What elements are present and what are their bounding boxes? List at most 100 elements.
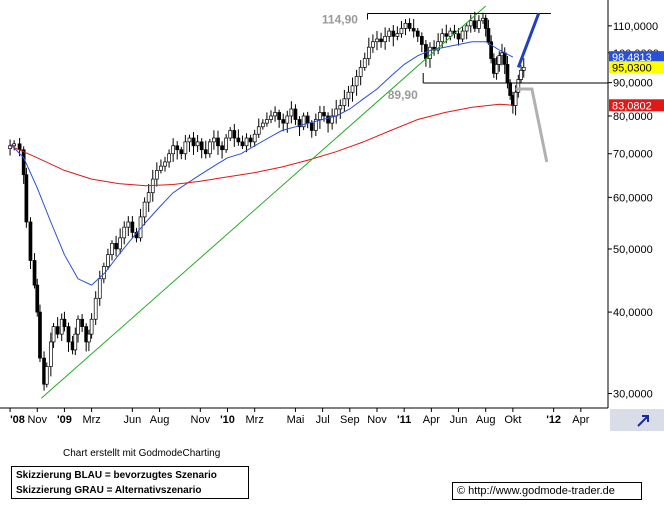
x-tick-label: Nov: [27, 414, 47, 426]
candle-body: [224, 137, 228, 151]
candle-body: [106, 254, 110, 267]
source-link[interactable]: © http://www.godmode-trader.de: [452, 482, 642, 500]
x-tick-label: '08: [10, 414, 25, 426]
x-tick-label: Mrz: [82, 414, 100, 426]
candle-body: [502, 52, 507, 65]
x-tick-label: '10: [220, 414, 235, 426]
candle-body: [301, 115, 306, 128]
candle-body: [419, 35, 424, 45]
y-tick-label: 30,0000: [613, 388, 653, 400]
candle-body: [358, 66, 363, 77]
candle-body: [21, 149, 26, 176]
x-tick-label: '12: [546, 414, 561, 426]
candle-body: [289, 108, 294, 117]
candle-body: [330, 115, 334, 124]
annotation-support: 89,90: [388, 88, 418, 102]
candle-body: [395, 33, 400, 37]
candle-body: [142, 201, 147, 218]
x-tick-label: Apr: [423, 414, 440, 426]
candle-body: [494, 64, 499, 74]
x-tick-label: Jun: [124, 414, 142, 426]
candle-body: [167, 153, 171, 163]
candle-body: [195, 141, 200, 147]
candle-body: [428, 46, 432, 59]
candle-body: [154, 170, 159, 180]
candle-body: [399, 28, 404, 35]
candle-body: [163, 161, 167, 167]
candle-body: [411, 28, 416, 32]
candle-body: [32, 260, 37, 286]
candle-body: [497, 55, 502, 65]
candle-body: [240, 141, 245, 147]
x-tick-label: Nov: [367, 414, 387, 426]
source-url[interactable]: http://www.godmode-trader.de: [468, 485, 615, 497]
candle-body: [179, 149, 184, 155]
candle-body: [110, 242, 114, 256]
scenario-blue-line: [516, 12, 541, 68]
x-tick-label: '09: [57, 414, 72, 426]
candle-body: [51, 326, 56, 343]
candle-body: [297, 119, 302, 128]
candle-body: [293, 108, 298, 120]
candle-body: [8, 145, 12, 149]
x-tick-label: '11: [397, 414, 411, 426]
candle-body: [97, 278, 102, 299]
x-tick-label: Jul: [316, 414, 330, 426]
candle-body: [342, 98, 347, 106]
candle-body: [460, 30, 465, 40]
candle-body: [354, 76, 359, 87]
candle-body: [489, 41, 493, 59]
candle-body: [76, 318, 80, 335]
legend-blue: Skizzierung BLAU = bevorzugtes Szenario: [16, 470, 217, 481]
candle-body: [472, 20, 477, 29]
candle-body: [305, 115, 310, 124]
candle-body: [277, 112, 281, 120]
candle-body: [440, 33, 445, 43]
candle-body: [350, 85, 355, 93]
candle-body: [326, 115, 330, 124]
y-tick-label: 70,0000: [613, 149, 653, 161]
candle-body: [66, 326, 71, 343]
candle-body: [464, 25, 469, 32]
candle-body: [516, 79, 521, 93]
candle-body: [313, 119, 318, 131]
price-tag: [609, 61, 664, 74]
candle-body: [456, 33, 461, 40]
moving-average-line-2: [9, 103, 513, 187]
annotation-resistance: 114,90: [322, 13, 358, 27]
candle-body: [362, 58, 367, 68]
candle-body: [486, 28, 491, 43]
candle-body: [375, 38, 379, 43]
candle-body: [309, 122, 314, 131]
candle-body: [269, 115, 273, 120]
candle-body: [207, 141, 212, 155]
candle-body: [483, 17, 488, 29]
x-tick-label: Aug: [150, 414, 170, 426]
candle-body: [220, 145, 224, 151]
candle-body: [55, 326, 60, 335]
candle-body: [216, 137, 220, 147]
x-tick-label: Mai: [287, 414, 305, 426]
candle-body: [265, 119, 269, 124]
x-tick-label: Nov: [191, 414, 211, 426]
candle-body: [146, 192, 151, 203]
candle-body: [28, 221, 33, 261]
price-tag: [609, 99, 664, 112]
candle-body: [35, 284, 40, 313]
trendline-green: [41, 5, 487, 399]
candle-body: [44, 366, 49, 385]
candle-body: [183, 141, 188, 155]
candle-body: [80, 318, 84, 327]
candle-body: [477, 20, 481, 29]
candle-body: [444, 33, 449, 37]
x-tick-label: Jun: [450, 414, 468, 426]
candle-body: [338, 105, 343, 110]
plot-area: [6, 0, 608, 408]
y-tick-label: 50,0000: [613, 244, 653, 256]
candle-body: [448, 30, 453, 37]
candle-body: [281, 119, 286, 124]
candle-body: [24, 174, 29, 223]
candle-body: [12, 143, 17, 147]
candle-body: [199, 141, 204, 151]
